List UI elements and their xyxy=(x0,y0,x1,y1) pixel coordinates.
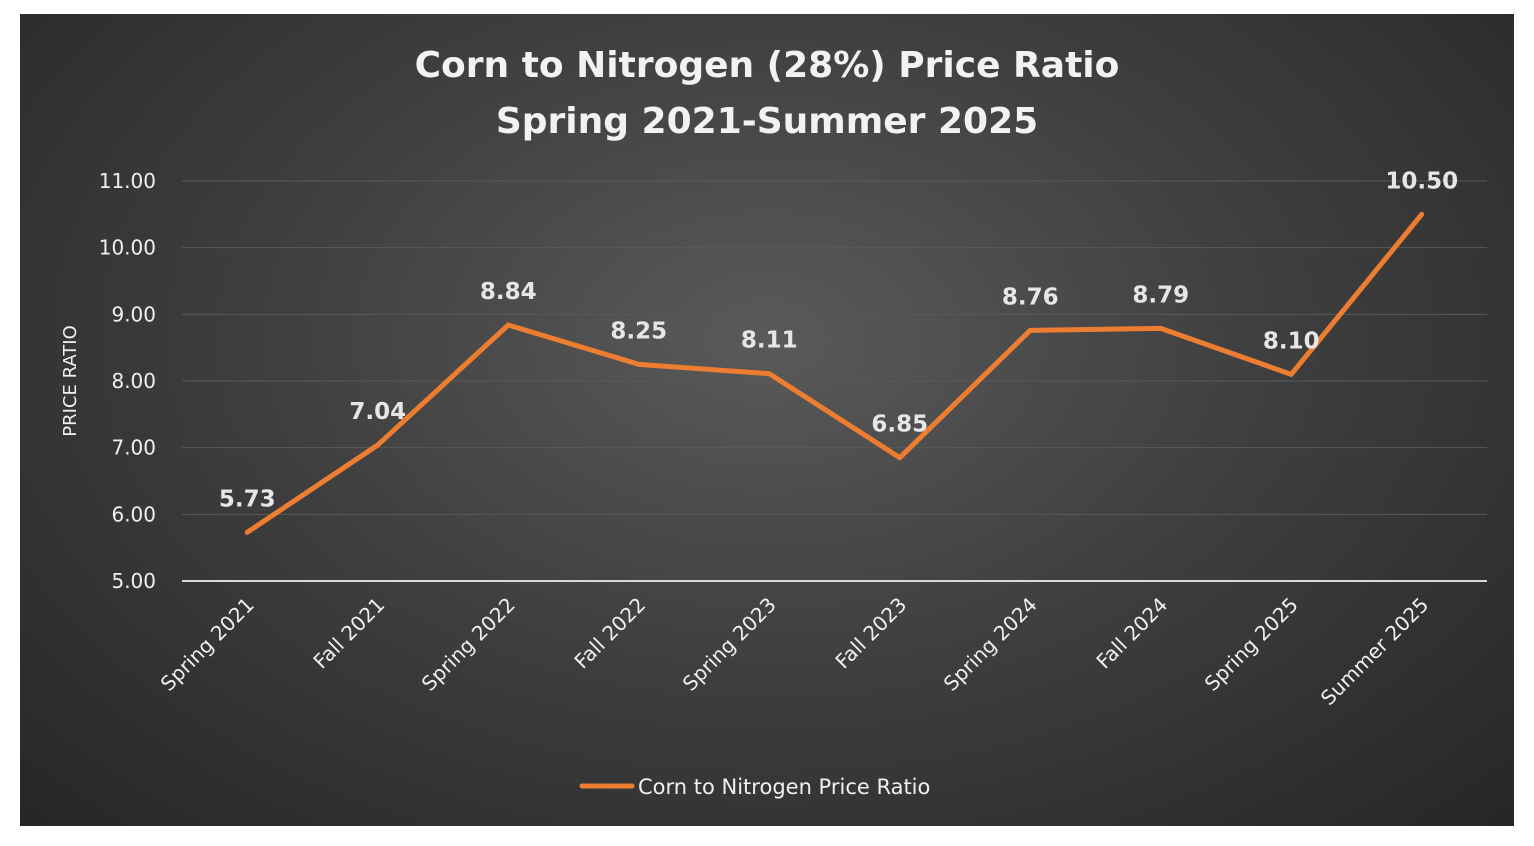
y-tick-label: 6.00 xyxy=(111,502,156,526)
x-tick-label: Fall 2023 xyxy=(830,593,911,674)
y-tick-label: 9.00 xyxy=(111,302,156,326)
y-axis-ticks: 5.00 6.00 7.00 8.00 9.00 10.00 11.00 xyxy=(99,169,156,593)
y-tick-label: 7.00 xyxy=(111,436,156,460)
data-label: 5.73 xyxy=(219,486,276,512)
chart-subtitle: Spring 2021-Summer 2025 xyxy=(496,101,1038,142)
chart-area xyxy=(20,14,1514,826)
data-label: 8.11 xyxy=(741,328,798,354)
data-label: 8.76 xyxy=(1002,284,1059,310)
gridlines xyxy=(182,180,1487,582)
x-tick-label: Spring 2021 xyxy=(156,593,259,696)
data-label: 8.84 xyxy=(480,279,537,305)
y-tick-label: 11.00 xyxy=(99,169,156,193)
data-label: 8.25 xyxy=(610,318,667,344)
series-line xyxy=(244,211,1425,535)
legend: Corn to Nitrogen Price Ratio xyxy=(579,775,930,799)
chart-title: Corn to Nitrogen (28%) Price Ratio xyxy=(415,45,1120,86)
chart-title-group: Corn to Nitrogen (28%) Price Ratio Sprin… xyxy=(415,45,1120,142)
x-tick-label: Summer 2025 xyxy=(1316,593,1433,710)
series-layer xyxy=(244,211,1425,535)
x-tick-label: Spring 2025 xyxy=(1200,593,1303,696)
y-tick-label: 10.00 xyxy=(99,236,156,260)
data-label: 6.85 xyxy=(871,412,928,438)
legend-label: Corn to Nitrogen Price Ratio xyxy=(638,775,930,799)
data-label: 10.50 xyxy=(1385,168,1458,194)
data-label: 8.79 xyxy=(1132,282,1189,308)
data-label: 7.04 xyxy=(349,399,406,425)
y-axis-label: PRICE RATIO xyxy=(60,325,81,437)
x-tick-label: Fall 2022 xyxy=(569,593,650,674)
x-tick-label: Spring 2024 xyxy=(939,593,1042,696)
x-tick-label: Fall 2024 xyxy=(1091,593,1172,674)
data-label: 8.10 xyxy=(1263,328,1320,354)
y-tick-label: 8.00 xyxy=(111,369,156,393)
x-tick-label: Fall 2021 xyxy=(308,593,389,674)
x-tick-label: Spring 2022 xyxy=(417,593,520,696)
y-tick-label: 5.00 xyxy=(111,569,156,593)
x-tick-label: Spring 2023 xyxy=(678,593,781,696)
x-axis-ticks: Spring 2021 Fall 2021 Spring 2022 Fall 2022… xyxy=(156,593,1434,710)
data-labels: 5.73 7.04 8.84 8.25 8.11 6.85 8.76 8.79 8.10 10.5… xyxy=(219,168,1458,512)
